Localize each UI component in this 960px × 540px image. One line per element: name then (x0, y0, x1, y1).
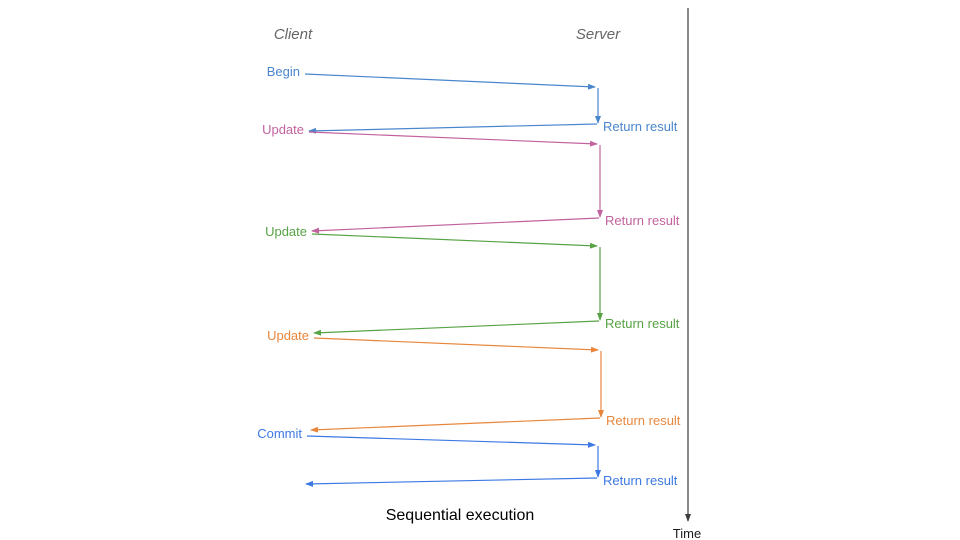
response-label: Return result (606, 413, 681, 428)
request-arrow (304, 73, 596, 90)
request-label: Begin (267, 64, 300, 79)
request-arrow (306, 435, 596, 448)
response-arrow (310, 417, 601, 433)
response-arrow (305, 477, 598, 487)
request-arrow (313, 337, 599, 353)
flow-1: Begin Return result (267, 64, 678, 134)
request-arrow (308, 131, 598, 147)
response-label: Return result (603, 119, 678, 134)
request-label: Update (262, 122, 304, 137)
request-label: Update (267, 328, 309, 343)
flow-3: Update Return result (265, 224, 680, 336)
request-arrow (311, 233, 598, 249)
response-arrow (308, 123, 598, 134)
response-label: Return result (605, 316, 680, 331)
response-label: Return result (603, 473, 678, 488)
client-column-header: Client (274, 26, 313, 43)
flow-2: Update Return result (262, 122, 680, 234)
response-arrow (313, 320, 600, 336)
request-label: Update (265, 224, 307, 239)
flow-4: Update Return result (267, 328, 681, 433)
server-column-header: Server (576, 26, 621, 43)
caption: Sequential execution (386, 507, 535, 524)
request-label: Commit (257, 426, 302, 441)
response-arrow (311, 217, 600, 234)
time-axis-label: Time (673, 526, 701, 540)
flow-5: Commit Return result (257, 426, 678, 488)
response-label: Return result (605, 213, 680, 228)
